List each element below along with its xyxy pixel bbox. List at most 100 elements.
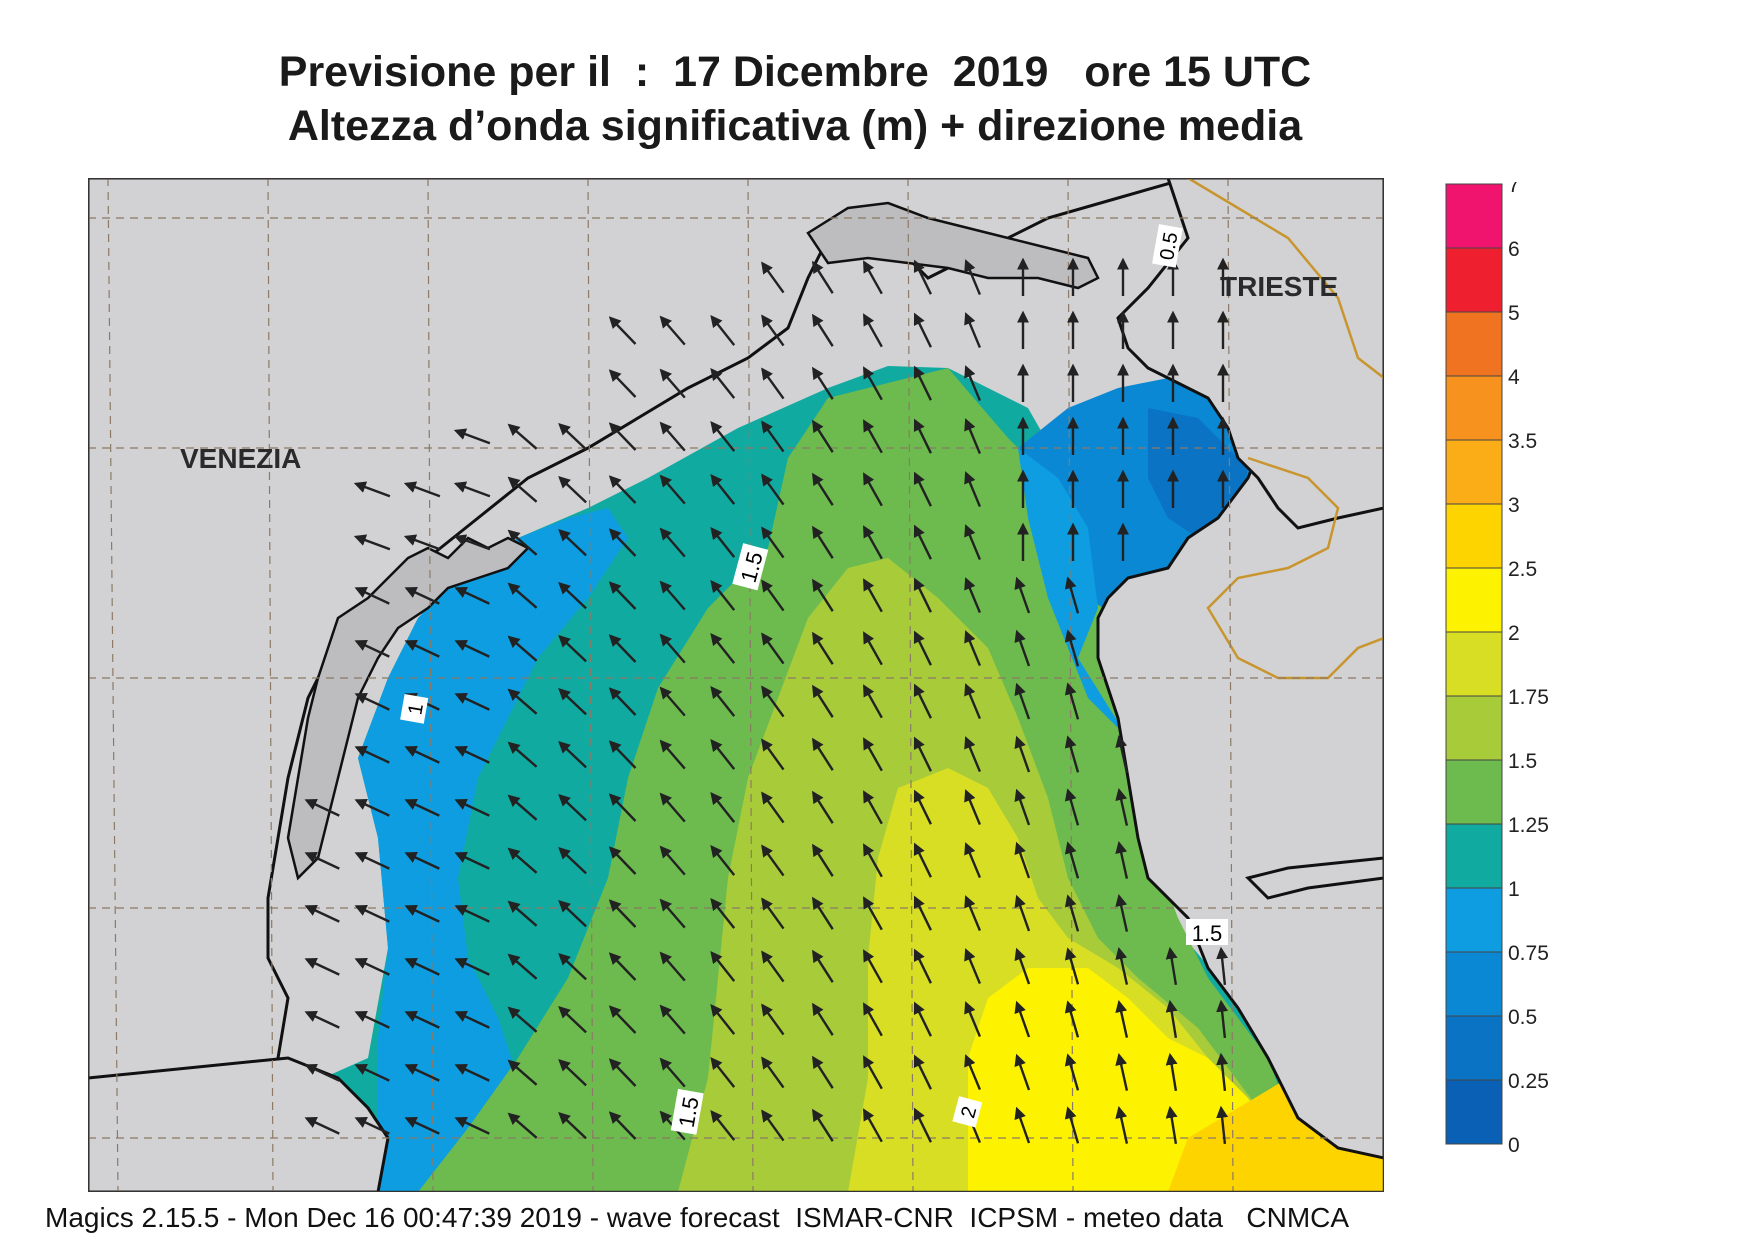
wave-direction-arrow (1014, 841, 1031, 879)
wave-direction-arrow (964, 842, 982, 879)
wave-direction-arrow (354, 640, 390, 658)
wave-direction-arrow (659, 792, 686, 823)
wave-direction-arrow (404, 1011, 440, 1029)
wave-direction-arrow (353, 481, 391, 498)
wave-direction-arrow (964, 259, 982, 296)
wave-direction-arrow (304, 799, 340, 817)
colorbar-tick-label: 0 (1508, 1134, 1520, 1152)
wave-direction-arrow (454, 587, 490, 605)
colorbar-tick-label: 2.5 (1508, 558, 1537, 581)
wave-direction-arrow (558, 793, 587, 822)
forecast-title: Previsione per il : 17 Dicembre 2019 ore… (278, 48, 1312, 96)
wave-direction-arrow (1064, 788, 1080, 826)
wave-direction-arrow (1064, 682, 1080, 720)
wave-direction-arrow (761, 473, 785, 506)
contour-label-1: 1 (400, 693, 429, 724)
po-delta (88, 1056, 390, 1192)
wave-direction-arrow (761, 685, 785, 718)
venezia-lagoon (286, 536, 531, 881)
wave-direction-arrow (812, 419, 834, 453)
colorbar-tick-label: 3.5 (1508, 430, 1537, 453)
wave-height-map: 0.5 1 1.5 1.5 1.5 2 VENEZIA TRIESTE (88, 178, 1384, 1192)
wave-direction-arrow (659, 368, 686, 399)
wave-direction-arrow (507, 900, 538, 927)
wave-direction-arrow (863, 419, 883, 454)
wave-direction-arrow (558, 422, 587, 451)
wave-direction-arrow (812, 578, 834, 612)
wave-direction-arrow (1014, 788, 1031, 826)
wave-direction-arrow (507, 476, 538, 503)
wave-direction-arrow (1115, 947, 1129, 985)
wave-direction-arrow (812, 737, 834, 771)
wave-direction-arrow (863, 1055, 883, 1090)
wave-direction-arrow (710, 633, 736, 664)
wave-direction-arrow (1064, 894, 1080, 932)
wave-direction-arrow (404, 799, 440, 817)
wave-direction-arrow (1064, 629, 1080, 667)
wave-direction-arrow (558, 1111, 587, 1140)
wave-direction-arrow (964, 736, 982, 773)
wave-direction-arrow (913, 789, 932, 825)
colorbar-tick-label: 0.25 (1508, 1070, 1549, 1093)
wave-direction-arrow (558, 1058, 587, 1087)
wave-direction-arrow (608, 899, 637, 928)
wave-direction-arrow (1014, 576, 1031, 614)
wave-direction-arrow (964, 948, 982, 985)
wave-direction-arrow (761, 1056, 785, 1089)
wave-direction-arrow (608, 793, 637, 822)
wave-direction-arrow (710, 527, 736, 558)
wave-direction-arrow (354, 1011, 390, 1029)
wave-direction-arrow (913, 842, 932, 878)
wave-direction-arrow (710, 315, 736, 346)
wave-direction-arrow (863, 366, 883, 401)
istria-coast (1245, 856, 1384, 900)
wave-direction-arrow (558, 581, 587, 610)
wave-direction-arrow (608, 1111, 637, 1140)
wave-direction-arrow (507, 741, 538, 768)
wave-direction-arrow (964, 577, 982, 614)
wave-direction-arrow (354, 958, 390, 976)
wave-direction-arrow (354, 693, 390, 711)
wave-direction-arrow (1064, 947, 1080, 985)
wave-direction-arrow (659, 527, 686, 558)
svg-text:1.5: 1.5 (674, 1095, 704, 1129)
wave-direction-arrow (710, 739, 736, 770)
wave-direction-arrow (608, 422, 637, 451)
colorbar-tick-label: 0.75 (1508, 942, 1549, 965)
sea-band-15-175 (678, 558, 1384, 1192)
wave-direction-arrow (710, 580, 736, 611)
wave-direction-arrow (1165, 1105, 1178, 1144)
wave-direction-arrow (863, 949, 883, 984)
wave-direction-arrow (608, 1005, 637, 1034)
wave-direction-arrow (964, 630, 982, 667)
wave-direction-arrow (812, 525, 834, 559)
wave-direction-arrow (659, 315, 686, 346)
wave-direction-arrow (913, 418, 932, 454)
wave-direction-arrow (913, 1001, 932, 1037)
wave-direction-arrow (454, 905, 490, 923)
wave-direction-arrow (1014, 947, 1031, 985)
wave-direction-arrow (404, 1064, 440, 1082)
wave-height-colorbar: 7 6 5 4 3.5 3 2.5 2 1.75 1.5 1.25 1 0.75 0.5 0.25 0 (1445, 182, 1549, 1152)
place-label-venezia: VENEZIA (180, 443, 301, 474)
wave-direction-arrow (507, 794, 538, 821)
wave-direction-arrow (608, 952, 637, 981)
wave-direction-arrow (1014, 1053, 1031, 1091)
wave-direction-arrow (558, 952, 587, 981)
wave-direction-arrow (761, 632, 785, 665)
wave-direction-arrow (913, 895, 932, 931)
wave-direction-arrow (354, 852, 390, 870)
wave-direction-arrow (1064, 735, 1080, 773)
footer-credits: Magics 2.15.5 - Mon Dec 16 00:47:39 2019… (45, 1202, 1350, 1233)
wave-direction-arrow (304, 905, 340, 923)
wave-direction-arrow (761, 367, 785, 400)
colorbar-tick-label: 1 (1508, 878, 1520, 901)
wave-direction-arrow (453, 428, 491, 445)
wave-direction-arrow (304, 958, 340, 976)
wave-direction-arrow (507, 1112, 538, 1139)
wave-direction-arrow (454, 958, 490, 976)
wave-direction-arrow (913, 365, 932, 401)
map-frame (88, 178, 1384, 1192)
colorbar-swatch (1445, 695, 1503, 761)
colorbar-tick-label: 1.25 (1508, 814, 1549, 837)
